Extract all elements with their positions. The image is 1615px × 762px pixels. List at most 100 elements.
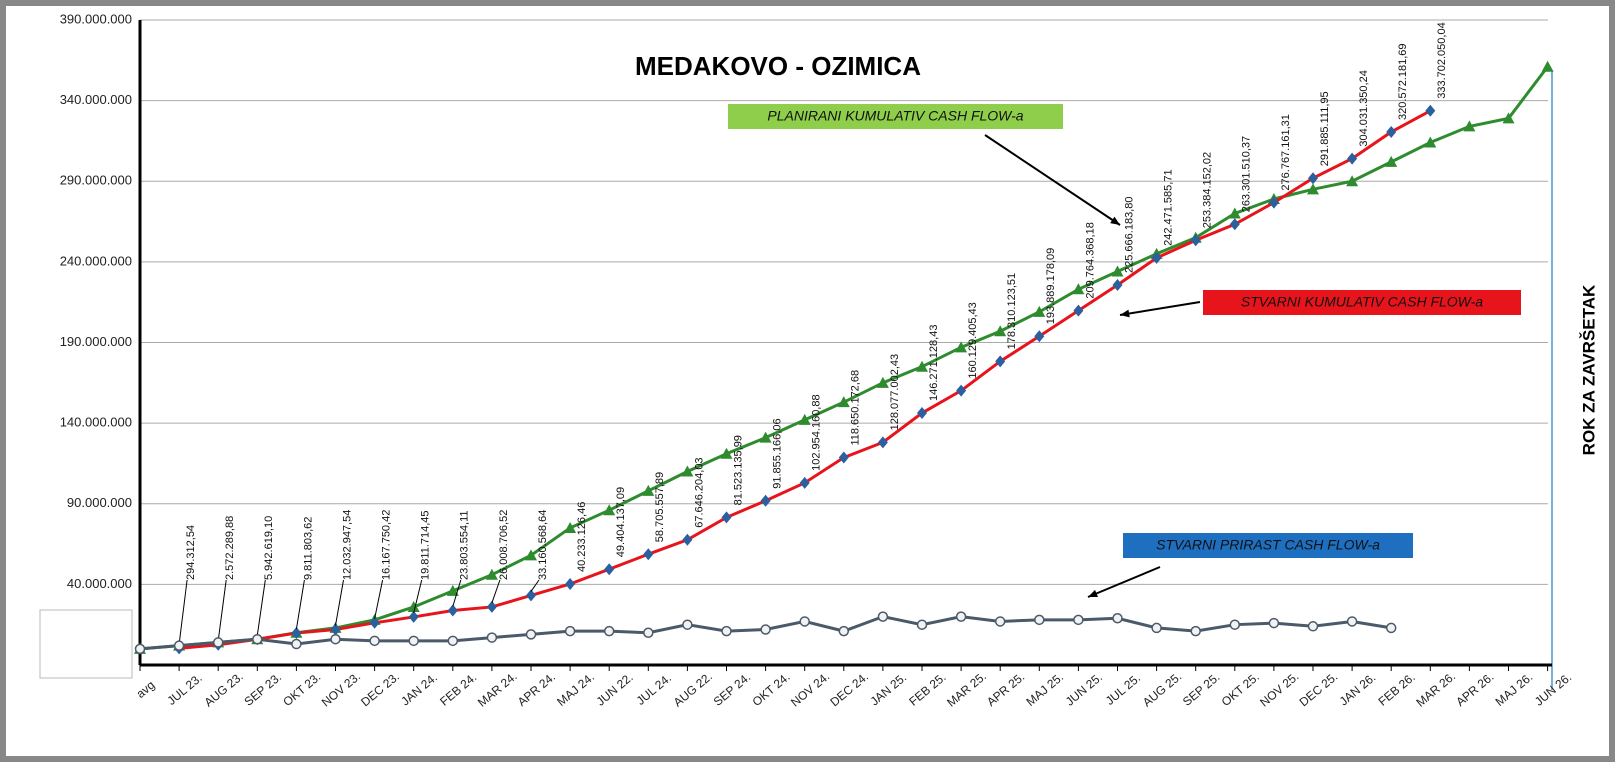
marker [877,436,888,449]
marker [1346,616,1358,627]
marker [682,533,693,546]
blank-box [39,609,133,679]
data-label: 16.167.750,42 [381,510,393,580]
marker [955,611,967,622]
data-label: 320.572.181,69 [1397,43,1409,119]
marker [681,465,694,477]
data-label: 209.764.368,18 [1084,222,1096,298]
data-label: 58.705.557,89 [654,472,666,542]
marker [1307,621,1319,632]
data-label: 12.032.947,54 [341,510,353,580]
data-label: 276.767.161,31 [1280,114,1292,190]
marker [838,625,850,637]
leader-line [217,579,227,641]
marker [134,643,146,655]
data-label: 23.803.554,11 [459,510,471,580]
data-label: 49.404.137,09 [615,487,627,557]
data-label: 253.384.152,02 [1202,152,1214,228]
marker [1268,617,1280,629]
marker [1307,183,1319,195]
marker [994,616,1006,627]
data-label: 146.271.128,43 [928,325,940,401]
data-label: 2.572.289,88 [224,516,236,580]
data-label: 19.811.714,45 [420,510,432,580]
legend-box [728,104,1063,129]
leader-line [530,579,540,592]
marker [1386,125,1397,138]
marker [1425,104,1436,117]
arrow-head [1088,589,1098,598]
data-label: 128.077.002,43 [889,354,901,430]
arrow [1119,301,1201,316]
y-tick-label: 40.000.000 [67,576,132,591]
marker [1073,304,1084,317]
marker [916,360,928,372]
y-tick-label: 190.000.000 [60,334,132,349]
marker [485,568,498,580]
marker [760,494,771,507]
marker [486,632,498,643]
marker [369,635,380,647]
leader-line [491,579,501,604]
marker [1228,207,1241,219]
marker [838,451,849,464]
leader-line [335,579,344,626]
marker [565,577,576,590]
arrow [984,134,1121,226]
marker [682,619,693,630]
y-tick-label: 340.000.000 [60,92,132,107]
marker [525,629,537,640]
data-label: 40.233.126,46 [576,502,588,572]
marker [799,616,810,627]
marker [369,616,380,629]
y-tick-label: 390.000.000 [60,11,132,26]
marker [1034,614,1045,626]
data-label: 304.031.350,24 [1358,70,1370,146]
marker [994,325,1007,337]
leader-line [178,579,188,645]
marker [1151,251,1162,264]
marker [876,376,889,388]
marker [525,549,537,561]
marker [916,619,928,630]
data-label: 67.646.204,03 [693,457,705,527]
y-tick-label: 140.000.000 [60,415,132,430]
marker [1229,619,1241,630]
data-label: 81.523.135,99 [732,435,744,505]
legend-box [1123,533,1413,558]
marker [1502,112,1515,124]
legend-label: STVARNI PRIRAST CASH FLOW-a [1156,537,1380,553]
marker [447,635,459,647]
marker [1385,622,1397,634]
marker [446,584,459,596]
marker [759,431,772,443]
data-label: 178.310.123,51 [1006,273,1018,349]
marker [1424,136,1437,148]
marker [877,611,889,622]
arrow [1087,566,1161,598]
data-label: 263.301.510,37 [1241,136,1253,212]
marker [407,600,420,612]
marker [721,625,732,637]
marker [486,600,497,613]
marker [955,341,968,353]
marker [1033,305,1046,317]
data-label: 91.855.166,06 [772,418,784,488]
marker [643,548,654,561]
data-label: 160.129.405,43 [967,302,979,378]
y-tick-label: 90.000.000 [67,495,132,510]
marker [564,625,576,637]
marker [799,476,810,489]
leader-line [413,579,423,614]
legend-label: PLANIRANI KUMULATIV CASH FLOW-a [767,108,1023,124]
marker [720,447,733,459]
marker [956,384,967,397]
legend-box [1203,290,1521,315]
marker [1034,330,1045,343]
marker [760,624,771,635]
marker [1111,265,1124,277]
marker [1385,155,1398,167]
data-label: 26.008.706,52 [498,510,510,580]
arrow-head [1110,216,1120,225]
